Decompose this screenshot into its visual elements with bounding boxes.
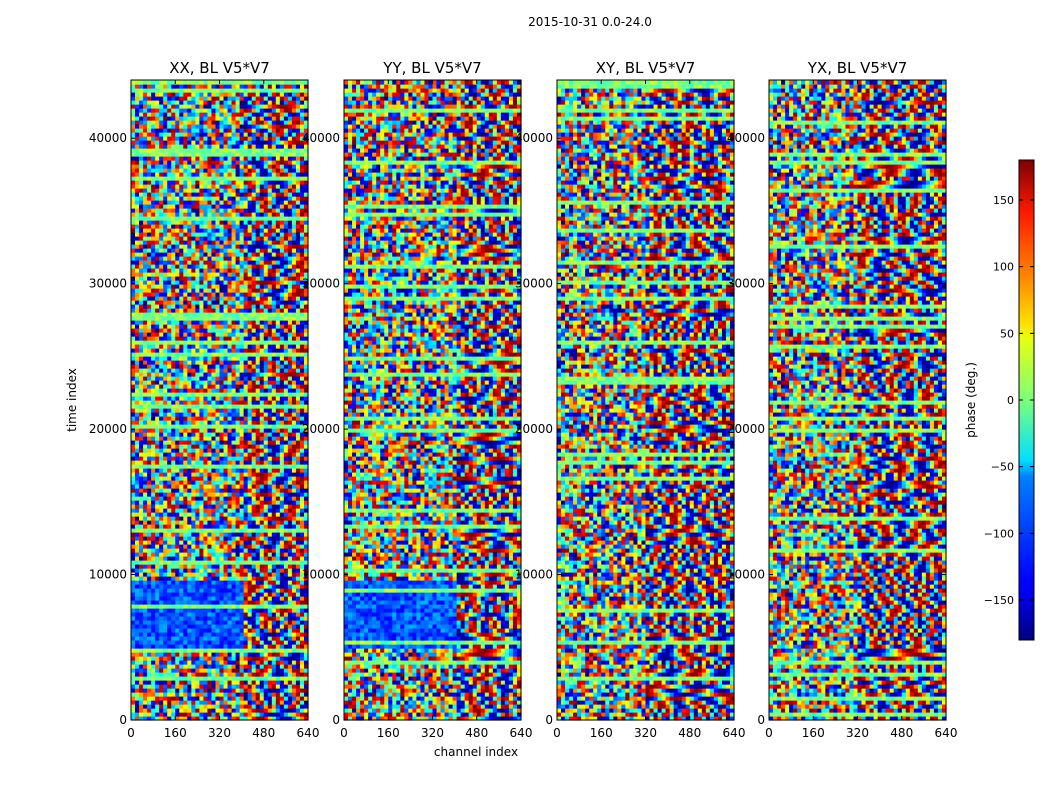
y-tick-label: 20000	[89, 422, 127, 436]
x-tick-label: 320	[846, 726, 869, 740]
figure-title: 2015-10-31 0.0-24.0	[528, 15, 652, 29]
y-tick-label: 40000	[515, 131, 553, 145]
y-tick-label: 0	[545, 713, 553, 727]
colorbar-tick-label: 150	[993, 194, 1014, 207]
x-tick-label: 480	[678, 726, 701, 740]
panel-0: XX, BL V5*V7 0 160 320 480 640 0 10000 20000 3000…	[89, 59, 320, 740]
x-tick-label: 480	[465, 726, 488, 740]
x-tick-label: 320	[208, 726, 231, 740]
y-tick-label: 30000	[302, 277, 340, 291]
x-tick-label: 0	[765, 726, 773, 740]
phase-heatmap	[344, 80, 522, 721]
phase-heatmap	[769, 80, 947, 721]
x-tick-label: 0	[553, 726, 561, 740]
figure: 2015-10-31 0.0-24.0 XX, BL V5*V7 0 160 320 4…	[0, 0, 1050, 800]
colorbar: −150 −100 −50 0 50 100 150 phase (deg.)	[964, 160, 1034, 640]
y-tick-label: 30000	[515, 277, 553, 291]
panel-title: YY, BL V5*V7	[382, 59, 481, 77]
y-tick-label: 30000	[727, 277, 765, 291]
panel-3: YX, BL V5*V7 0 160 320 480 640 0 10000 20000 3000…	[727, 59, 958, 740]
phase-chart: 2015-10-31 0.0-24.0 XX, BL V5*V7 0 160 320 4…	[0, 0, 1050, 800]
x-tick-label: 480	[890, 726, 913, 740]
y-tick-label: 20000	[727, 422, 765, 436]
x-tick-label: 640	[297, 726, 320, 740]
colorbar-tick-label: −150	[984, 594, 1014, 607]
y-tick-label: 0	[119, 713, 127, 727]
x-tick-label: 480	[252, 726, 275, 740]
x-tick-label: 0	[340, 726, 348, 740]
y-tick-label: 10000	[515, 568, 553, 582]
y-tick-label: 40000	[89, 131, 127, 145]
phase-heatmap	[131, 80, 309, 721]
y-tick-label: 10000	[302, 568, 340, 582]
x-tick-label: 640	[935, 726, 958, 740]
y-tick-label: 10000	[89, 568, 127, 582]
x-tick-label: 640	[723, 726, 746, 740]
x-tick-label: 160	[164, 726, 187, 740]
panel-title: YX, BL V5*V7	[807, 59, 908, 77]
x-tick-label: 320	[421, 726, 444, 740]
y-tick-label: 0	[332, 713, 340, 727]
colorbar-tick-label: −50	[991, 461, 1014, 474]
x-tick-label: 160	[590, 726, 613, 740]
colorbar-tick-label: 50	[1000, 327, 1014, 340]
colorbar-tick-label: −100	[984, 527, 1014, 540]
colorbar-tick-label: 0	[1007, 394, 1014, 407]
panel-1: YY, BL V5*V7 0 160 320 480 640 0 10000 20000 3000…	[302, 59, 533, 740]
y-tick-label: 20000	[302, 422, 340, 436]
y-tick-label: 40000	[727, 131, 765, 145]
y-tick-label: 10000	[727, 568, 765, 582]
x-tick-label: 320	[634, 726, 657, 740]
x-axis-label: channel index	[434, 745, 518, 759]
panel-title: XX, BL V5*V7	[169, 59, 270, 77]
panel-2: XY, BL V5*V7 0 160 320 480 640 0 10000 20000 3000…	[515, 59, 746, 740]
colorbar-label: phase (deg.)	[964, 362, 978, 438]
panel-title: XY, BL V5*V7	[596, 59, 696, 77]
y-tick-label: 0	[757, 713, 765, 727]
phase-heatmap	[557, 80, 735, 721]
x-tick-label: 160	[802, 726, 825, 740]
colorbar-tick-label: 100	[993, 261, 1014, 274]
y-tick-label: 20000	[515, 422, 553, 436]
x-tick-label: 160	[377, 726, 400, 740]
y-tick-label: 30000	[89, 277, 127, 291]
x-tick-label: 0	[127, 726, 135, 740]
y-axis-label: time index	[65, 368, 79, 432]
y-tick-label: 40000	[302, 131, 340, 145]
x-tick-label: 640	[510, 726, 533, 740]
